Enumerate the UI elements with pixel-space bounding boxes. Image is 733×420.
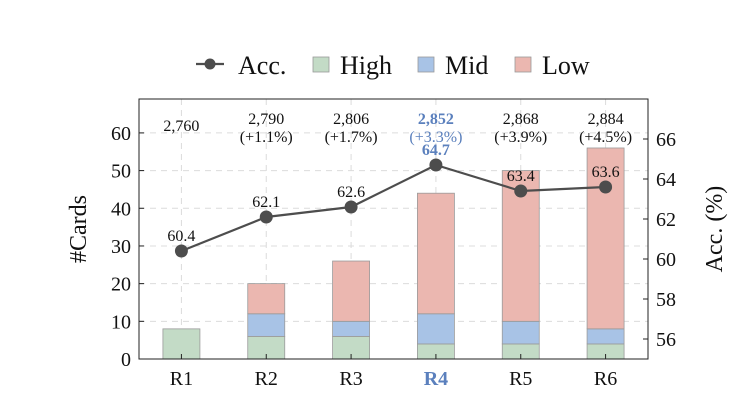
acc-point-r2 <box>259 210 273 224</box>
acc-label: 64.7 <box>422 142 450 159</box>
left-tick-label: 40 <box>111 198 131 220</box>
legend-label: Mid <box>445 51 488 80</box>
card-total-label: 2,868 <box>503 111 539 128</box>
x-tick-label: R3 <box>339 368 362 390</box>
legend-swatch-marker <box>204 58 216 70</box>
legend: Acc. High Mid Low <box>196 51 590 80</box>
x-tick-label: R5 <box>509 368 532 390</box>
card-total-label: 2,790 <box>248 111 284 128</box>
bar-mid-r4 <box>417 313 455 345</box>
acc-point-r3 <box>344 200 358 214</box>
legend-label: Low <box>542 51 590 80</box>
y-axis-label: #Cards <box>66 195 92 263</box>
right-tick-label: 56 <box>656 329 676 351</box>
legend-item-mid: Mid <box>417 51 488 80</box>
right-tick-label: 58 <box>656 289 676 311</box>
legend-item-high: High <box>312 51 392 80</box>
acc-label: 62.1 <box>252 194 280 211</box>
right-tick-label: 60 <box>656 249 676 271</box>
grid <box>139 99 648 359</box>
legend-swatch <box>514 56 532 73</box>
acc-point-r1 <box>174 244 188 258</box>
left-tick-label: 60 <box>111 123 131 145</box>
x-tick-label: R2 <box>255 368 278 390</box>
left-tick-label: 50 <box>111 161 131 183</box>
bar-low-r3 <box>332 260 370 322</box>
left-axis: 0 10 20 30 40 50 60 <box>111 123 144 371</box>
card-change-label: (+4.5%) <box>579 129 632 146</box>
card-total-label: 2,760 <box>163 118 199 135</box>
annotations: 2,760 2,790(+1.1%) 2,806(+1.7%) 2,852(+3.3%… <box>163 111 632 146</box>
bar-high-r1 <box>162 328 201 360</box>
acc-label: 62.6 <box>337 184 365 201</box>
card-total-label: 2,852 <box>418 111 454 128</box>
legend-item-low: Low <box>514 51 590 80</box>
card-total-label: 2,806 <box>333 111 369 128</box>
y2-axis-label: Acc. (%) <box>702 186 728 273</box>
card-change-label: (+1.7%) <box>325 129 378 146</box>
bar-mid-r5 <box>501 320 540 345</box>
left-tick-label: 30 <box>111 236 131 258</box>
left-tick-label: 0 <box>121 349 131 371</box>
acc-point-r4 <box>429 158 443 172</box>
bar-mid-r3 <box>332 320 370 337</box>
legend-label: Acc. <box>238 51 286 80</box>
legend-label: High <box>340 51 392 80</box>
acc-point-r6 <box>599 180 613 194</box>
acc-line: 60.4 62.1 62.6 64.7 63.4 63.6 <box>167 142 620 258</box>
bar-low-r2 <box>247 283 286 315</box>
plot-frame <box>138 98 649 360</box>
acc-series-line <box>181 163 606 253</box>
left-tick-label: 20 <box>111 274 131 296</box>
legend-swatch <box>417 56 435 73</box>
card-total-label: 2,884 <box>588 111 624 128</box>
legend-item-acc: Acc. <box>196 51 286 80</box>
card-change-label: (+3.3%) <box>409 129 462 146</box>
legend-swatch <box>312 56 330 73</box>
right-tick-label: 64 <box>656 169 676 191</box>
x-tick-label: R4 <box>424 368 448 390</box>
right-tick-label: 62 <box>656 209 676 231</box>
bar-mid-r2 <box>247 313 286 337</box>
x-tick-label: R6 <box>594 368 617 390</box>
card-change-label: (+1.1%) <box>240 129 293 146</box>
right-axis: 56 58 60 62 64 66 <box>643 129 676 351</box>
bar-low-r6 <box>586 147 625 330</box>
x-tick-label: R1 <box>170 368 193 390</box>
left-tick-label: 10 <box>111 311 131 333</box>
acc-label: 63.4 <box>507 168 535 185</box>
bars <box>162 147 625 360</box>
bar-low-r4 <box>417 192 455 315</box>
bar-mid-r6 <box>586 328 625 345</box>
acc-point-r5 <box>514 184 528 198</box>
card-change-label: (+3.9%) <box>494 129 547 146</box>
right-tick-label: 66 <box>656 129 676 151</box>
acc-label: 60.4 <box>167 228 195 245</box>
acc-label: 63.6 <box>592 164 620 181</box>
x-axis: R1 R2 R3 R4 R5 R6 <box>170 354 617 390</box>
